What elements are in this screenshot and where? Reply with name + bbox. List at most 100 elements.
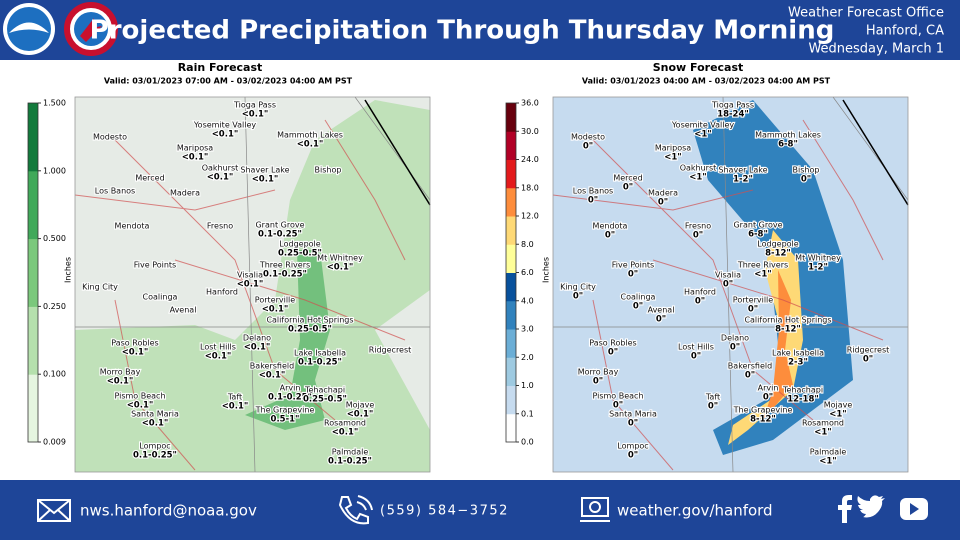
place-value: 1-2"	[733, 175, 753, 185]
place-value: <0.1"	[212, 130, 239, 140]
place-name: Palmdale	[332, 448, 369, 457]
place-value: 0"	[745, 371, 755, 381]
place-value: 0"	[656, 315, 666, 325]
colorbar-label: 24.0	[521, 155, 539, 164]
colorbar-segment	[506, 131, 516, 160]
place-name: Three Rivers	[737, 261, 788, 270]
place-name: Tehachapi	[304, 386, 345, 395]
place-name: Paso Robles	[111, 339, 158, 348]
colorbar-label: 8.0	[521, 240, 534, 249]
place-value: 0"	[593, 377, 603, 387]
place-value: <0.1"	[327, 263, 354, 273]
place-name: Bishop	[793, 166, 820, 175]
place-value: <0.1"	[262, 305, 289, 315]
place-name: Bakersfield	[728, 362, 772, 371]
rain-area	[75, 100, 430, 472]
valid-time: Valid: 03/01/2023 07:00 AM - 03/02/2023 …	[104, 77, 353, 86]
colorbar-label: 12.0	[521, 212, 539, 221]
map-frame	[74, 96, 431, 473]
place-value: 2-3"	[788, 358, 808, 368]
place-name: Merced	[135, 174, 164, 183]
place-name: Tioga Pass	[711, 101, 754, 110]
place-value: <1"	[694, 130, 711, 140]
valid-time: Valid: 03/01/2023 04:00 AM - 03/02/2023 …	[582, 77, 831, 86]
place-name: Fresno	[685, 222, 711, 231]
place-value: <1"	[754, 270, 771, 280]
place-value: 0"	[863, 355, 873, 365]
colorbar-label: 0.0	[521, 438, 534, 447]
web-icon	[580, 497, 610, 522]
place-name: Modesto	[571, 133, 605, 142]
place-name: Paso Robles	[589, 339, 636, 348]
colorbar-label: 1.500	[43, 99, 66, 108]
place-name: Mt Whitney	[317, 254, 363, 263]
colorbar-segment	[506, 385, 516, 415]
place-name: Los Banos	[95, 187, 135, 196]
place-name: Arvin	[758, 384, 779, 393]
county-lines	[75, 96, 431, 473]
place-name: Avenal	[170, 306, 197, 315]
place-name: King City	[560, 283, 596, 292]
place-name: Five Points	[134, 261, 176, 270]
place-value: 0.25-0.5"	[288, 325, 332, 335]
place-name: Visalia	[715, 271, 741, 280]
place-value: 0"	[708, 402, 718, 412]
footer-bar	[0, 480, 960, 540]
place-name: Palmdale	[810, 448, 847, 457]
place-name: Taft	[705, 393, 720, 402]
place-name: Santa Maria	[131, 410, 179, 419]
place-name: Porterville	[255, 296, 295, 305]
noaa-logo	[3, 3, 55, 55]
place-value: <1"	[689, 173, 706, 183]
place-value: 0"	[588, 196, 598, 206]
place-name: Hanford	[206, 288, 238, 297]
place-value: <0.1"	[207, 173, 234, 183]
colorbar-segment	[28, 306, 38, 375]
colorbar-label: 36.0	[521, 99, 539, 108]
colorbar-segment	[28, 374, 38, 443]
place-value: 0"	[628, 270, 638, 280]
place-value: 0.1-0.25"	[268, 393, 312, 403]
place-value: 1-2"	[808, 263, 828, 273]
place-name: Oakhurst	[680, 164, 717, 173]
colorbar-label: 0.250	[43, 302, 66, 311]
colorbar-segment	[28, 170, 38, 240]
roads	[74, 119, 406, 471]
place-value: <0.1"	[142, 419, 169, 429]
colorbar-segment	[506, 159, 516, 189]
place-name: Madera	[648, 189, 678, 198]
place-value: 0"	[633, 302, 643, 312]
footer-phone: (559) 584−3752	[380, 504, 509, 519]
place-name: California Hot Springs	[744, 316, 831, 325]
place-name: Oakhurst	[202, 164, 239, 173]
place-name: Delano	[243, 334, 271, 343]
place-value: 0"	[613, 401, 623, 411]
office-line: Hanford, CA	[866, 24, 944, 39]
place-value: 8-12"	[765, 249, 791, 259]
colorbar-label: 30.0	[521, 127, 539, 136]
place-name: Lost Hills	[200, 343, 236, 352]
place-name: The Grapevine	[733, 406, 793, 415]
county-lines	[553, 96, 909, 473]
place-name: Lompoc	[617, 442, 648, 451]
place-name: Modesto	[93, 133, 127, 142]
forecast-panel: Snow Forecast Valid: 03/01/2023 04:00 AM …	[505, 61, 909, 473]
colorbar-label: 1.000	[43, 166, 66, 175]
place-value: <0.1"	[332, 428, 359, 438]
colorbar-frame	[27, 102, 39, 443]
colorbar-label: 0.100	[43, 370, 66, 379]
state-line	[842, 99, 909, 206]
place-name: Grant Grove	[733, 221, 782, 230]
place-value: 0"	[623, 183, 633, 193]
colorbar-label: 0.500	[43, 234, 66, 243]
place-name: Taft	[227, 393, 242, 402]
place-value: 0.25-0.5"	[278, 249, 322, 259]
footer-web: weather.gov/hanford	[617, 502, 773, 520]
colorbar-segment	[506, 103, 516, 132]
place-name: Grant Grove	[255, 221, 304, 230]
place-name: Coalinga	[621, 293, 656, 302]
place-value: <0.1"	[182, 153, 209, 163]
place-name: Lodgepole	[757, 240, 798, 249]
place-name: Santa Maria	[609, 410, 657, 419]
